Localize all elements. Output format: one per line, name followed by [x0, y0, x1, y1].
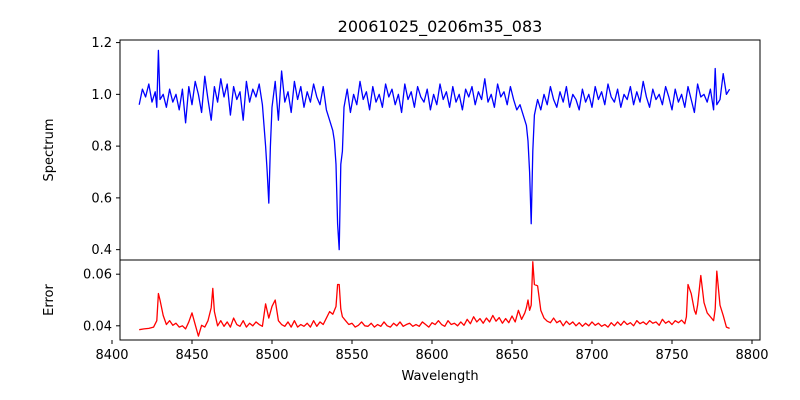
x-tick-label: 8550	[335, 348, 368, 363]
x-tick-label: 8400	[95, 348, 128, 363]
x-tick-label: 8750	[655, 348, 688, 363]
error-y-tick-label: 0.06	[83, 268, 112, 283]
x-tick-label: 8800	[735, 348, 768, 363]
error-series-line	[139, 261, 730, 337]
spectrum-y-tick-label: 0.4	[91, 243, 112, 258]
spectrum-y-tick-label: 0.6	[91, 191, 112, 206]
spectrum-plot-area	[138, 49, 731, 251]
spectrum-y-tick-label: 1.2	[91, 36, 112, 51]
x-ticks: 8400 8450 8500 8550 8600 8650 8700 8750 8800	[95, 340, 769, 363]
x-axis-label: Wavelength	[401, 369, 478, 384]
error-y-tick-label: 0.04	[83, 319, 112, 334]
x-tick-label: 8600	[415, 348, 448, 363]
x-tick-label: 8450	[175, 348, 208, 363]
spectrum-y-tick-label: 1.0	[91, 88, 112, 103]
x-tick-label: 8500	[255, 348, 288, 363]
chart-title: 20061025_0206m35_083	[338, 17, 543, 37]
error-y-ticks: 0.04 0.06	[83, 268, 120, 334]
x-tick-label: 8650	[495, 348, 528, 363]
error-plot-area	[139, 261, 730, 337]
x-tick-label: 8700	[575, 348, 608, 363]
error-panel: 0.04 0.06 Error	[42, 259, 761, 341]
spectrum-series-line	[138, 49, 731, 251]
spectrum-y-axis-label: Spectrum	[42, 119, 57, 182]
spectrum-y-tick-label: 0.8	[91, 140, 112, 155]
error-axes-frame	[119, 259, 761, 341]
spectrum-y-ticks: 0.4 0.6 0.8 1.0 1.2	[91, 36, 120, 258]
error-y-axis-label: Error	[42, 284, 57, 316]
